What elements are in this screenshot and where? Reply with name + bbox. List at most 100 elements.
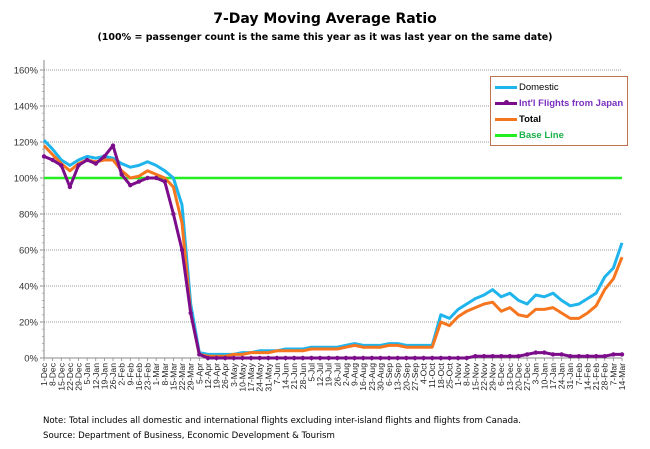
x-tick-label: 9-Aug [350,363,360,386]
x-tick-label: 21-Jun [289,363,299,389]
y-tick-label: 120% [14,138,39,149]
series-line-domestic [42,139,624,356]
data-point-intl-japan [41,154,47,159]
x-tick-label: 31-Jan [565,363,575,389]
data-point-intl-japan [533,350,538,355]
data-point-intl-japan [283,355,288,361]
x-tick-label: 29-Dec [74,362,84,390]
x-tick-label: 21-Feb [591,363,601,390]
x-tick-label: 7-Jun [272,363,282,385]
y-tick-label: 140% [14,102,39,113]
data-point-intl-japan [386,355,392,361]
data-point-intl-japan [309,355,314,361]
data-point-intl-japan [179,247,185,253]
x-tick-label: 27-Dec [522,362,532,390]
y-tick-label: 100% [14,174,39,185]
x-tick-label: 10-May [237,362,247,391]
data-point-intl-japan [430,355,435,361]
data-point-intl-japan [602,354,607,359]
series-line-total [42,144,624,358]
y-tick-label: 40% [19,282,39,293]
x-tick-label: 8-Nov [462,362,472,386]
x-tick-label: 1-Dec [39,362,49,386]
legend-item-domestic: Domestic [495,80,559,94]
x-tick-label: 6-Dec [496,362,506,386]
series-lines [41,139,625,361]
data-point-intl-japan [145,175,150,181]
data-point-intl-japan [231,355,236,361]
data-point-intl-japan [524,352,530,357]
x-tick-label: 5-Jul [306,363,316,382]
x-tick-label: 11-Oct [427,362,437,388]
x-tick-label: 8-Mar [160,363,170,386]
x-tick-label: 17-Jan [548,363,558,389]
data-point-intl-japan [576,354,582,359]
data-point-intl-japan [438,355,444,361]
data-point-intl-japan [214,355,219,361]
data-point-intl-japan [136,179,142,184]
chart-subtitle: (100% = passenger count is the same this… [97,32,553,43]
data-point-intl-japan [499,354,504,359]
legend-swatch-domestic [495,85,517,89]
x-tick-label: 13-Dec [505,362,515,390]
legend-item-base-line: Base Line [495,128,564,142]
data-point-intl-japan [611,352,616,357]
data-point-intl-japan [317,355,323,361]
data-point-intl-japan [490,354,495,359]
data-point-intl-japan [257,355,262,361]
x-tick-label: 17-May [246,362,256,391]
data-point-intl-japan [102,154,107,159]
legend-label: Total [519,113,541,125]
data-point-intl-japan [352,355,357,361]
x-tick-label: 29-Nov [488,362,498,390]
x-tick-label: 31-May [263,362,273,391]
y-tick-label: 60% [19,246,39,257]
x-tick-label: 24-May [255,362,265,391]
data-point-intl-japan [455,355,461,361]
x-tick-label: 1-Mar [151,363,161,386]
x-tick-label: 20-Dec [513,362,523,390]
x-tick-label: 7-Mar [608,363,618,386]
data-point-intl-japan [119,172,124,177]
data-point-intl-japan [84,157,90,163]
x-tick-label: 18-Oct [436,362,446,388]
x-tick-label: 12-Jul [315,363,325,386]
data-point-intl-japan [593,354,599,359]
data-point-intl-japan [447,355,452,361]
x-tick-label: 2-Aug [341,363,351,386]
x-tick-label: 26-Jul [332,363,342,386]
data-point-intl-japan [395,355,400,361]
data-point-intl-japan [93,161,98,166]
y-tick-label: 160% [14,66,39,77]
footnote-note: Note: Total includes all domestic and in… [43,416,522,426]
x-tick-label: 14-Jun [281,363,291,389]
x-tick-label: 15-Mar [168,363,178,390]
data-point-intl-japan [481,354,487,359]
x-tick-label: 22-Mar [177,363,187,390]
x-tick-label: 22-Dec [65,362,75,390]
y-tick-label: 0% [24,354,38,365]
x-tick-label: 26-Apr [220,363,230,389]
data-point-intl-japan [421,355,426,361]
x-tick-label: 1-Nov [453,362,463,386]
data-point-intl-japan [559,352,564,357]
data-point-intl-japan [585,354,590,359]
y-tick-label: 20% [19,318,39,329]
data-point-intl-japan [67,184,73,190]
x-tick-label: 26-Jan [108,363,118,389]
data-point-intl-japan [248,355,254,361]
data-point-intl-japan [360,355,366,361]
x-tick-label: 19-Apr [212,363,222,389]
x-tick-label: 10-Jan [539,363,549,389]
data-point-intl-japan [568,354,573,359]
data-point-intl-japan [188,310,193,316]
x-tick-label: 19-Jan [99,363,109,389]
x-tick-label: 23-Feb [143,363,153,390]
data-point-intl-japan [291,355,297,361]
legend-item-intl-japan: Int'l Flights from Japan [495,96,623,110]
x-tick-label: 8-Dec [48,362,58,386]
legend-swatch-total [495,117,517,121]
x-tick-label: 3-Jan [531,363,541,385]
data-point-intl-japan [507,354,513,359]
